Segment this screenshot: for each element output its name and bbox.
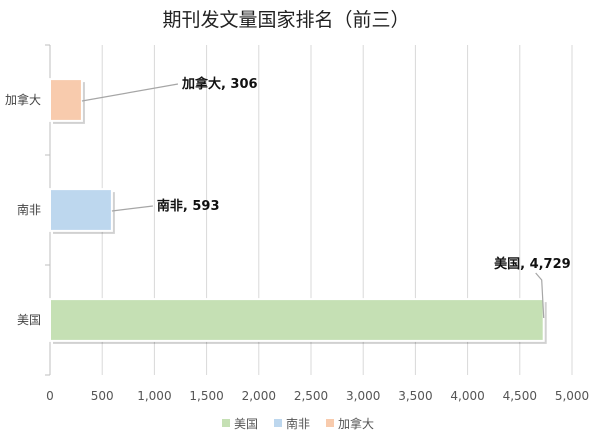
x-tick-label-7: 3,500 [398, 389, 432, 403]
y-category-label-1: 南非 [17, 202, 41, 217]
leader-line-0 [535, 272, 545, 319]
legend-entry-1: 南非 [286, 416, 310, 431]
bar-2 [49, 78, 83, 122]
legend-swatch-1 [274, 419, 282, 427]
x-tick-label-9: 4,500 [503, 389, 537, 403]
legend-swatch-0 [222, 419, 230, 427]
leader-line-2 [81, 83, 179, 102]
x-tick-label-0: 0 [46, 389, 54, 403]
chart-title: 期刊发文量国家排名（前三） [162, 9, 409, 31]
x-tick-label-3: 1,500 [189, 389, 223, 403]
axes: 0 500 1,000 1,500 2,000 2,500 3,000 3,500 4,000 4… [5, 44, 589, 403]
leader-line-1 [111, 205, 153, 212]
data-label-2: 加拿大, 306 [181, 76, 258, 92]
x-tick-label-1: 500 [91, 389, 114, 403]
bar-1 [49, 188, 113, 232]
bar-0 [49, 298, 545, 342]
x-tick-label-5: 2,500 [294, 389, 328, 403]
data-labels: 美国, 4,729 南非, 593 加拿大, 306 [81, 76, 571, 319]
x-tick-label-6: 3,000 [346, 389, 380, 403]
x-tick-label-10: 5,000 [555, 389, 589, 403]
bars [49, 78, 547, 344]
legend: 美国 南非 加拿大 [222, 416, 374, 431]
gridlines [101, 45, 573, 375]
data-label-0: 美国, 4,729 [494, 256, 571, 272]
x-tick-label-4: 2,000 [242, 389, 276, 403]
x-tick-label-8: 4,000 [450, 389, 484, 403]
y-category-label-0: 美国 [17, 313, 41, 327]
x-tick-label-2: 1,000 [137, 389, 171, 403]
data-label-1: 南非, 593 [157, 198, 220, 214]
y-category-label-2: 加拿大 [5, 92, 41, 107]
legend-entry-0: 美国 [234, 417, 258, 431]
legend-swatch-2 [326, 419, 334, 427]
legend-entry-2: 加拿大 [338, 416, 374, 431]
